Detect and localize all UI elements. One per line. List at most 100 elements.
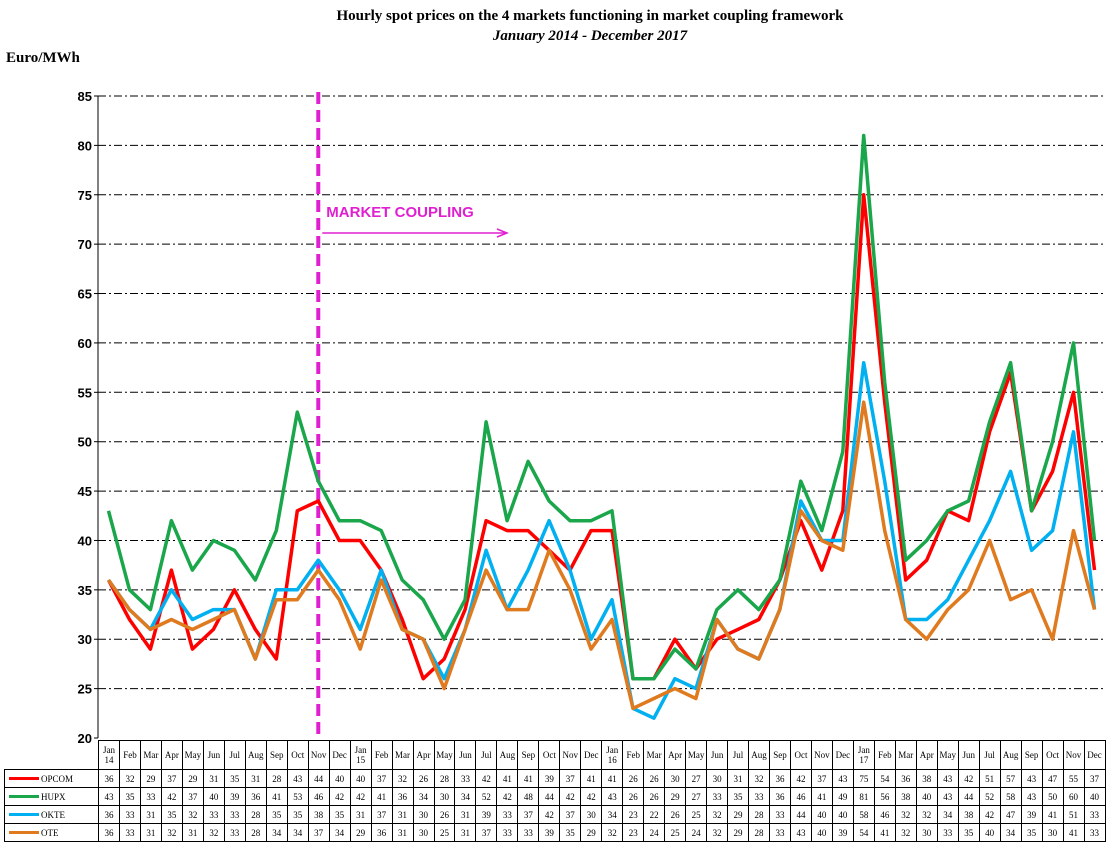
table-value: 43 xyxy=(1020,787,1043,806)
chart-title: Hourly spot prices on the 4 markets func… xyxy=(336,8,844,24)
category-label: Aug xyxy=(244,740,267,770)
y-tick-label: 50 xyxy=(78,435,92,450)
table-value: 41 xyxy=(873,823,896,842)
table-value: 31 xyxy=(391,823,414,842)
category-label: Feb xyxy=(873,740,896,770)
table-value: 33 xyxy=(769,823,791,842)
category-label: Jul xyxy=(727,740,750,770)
table-value: 56 xyxy=(873,787,896,806)
table-value: 43 xyxy=(789,823,812,842)
table-value: 41 xyxy=(496,769,519,788)
table-value: 27 xyxy=(685,787,708,806)
table-value: 42 xyxy=(957,769,980,788)
table-value: 33 xyxy=(706,787,729,806)
category-label: Aug xyxy=(748,740,770,770)
table-value: 26 xyxy=(664,805,687,824)
table-value: 37 xyxy=(810,769,833,788)
table-value: 38 xyxy=(957,805,980,824)
table-value: 33 xyxy=(936,823,959,842)
table-value: 39 xyxy=(831,823,854,842)
table-value: 34 xyxy=(999,823,1022,842)
category-label: May xyxy=(936,740,959,770)
table-value: 33 xyxy=(118,805,141,824)
table-value: 44 xyxy=(789,805,812,824)
table-value: 40 xyxy=(831,805,854,824)
legend-label: OTE xyxy=(41,827,59,838)
table-value: 30 xyxy=(412,823,435,842)
legend-entry: OPCOM xyxy=(6,774,98,784)
table-value: 43 xyxy=(936,787,959,806)
table-value: 22 xyxy=(643,805,666,824)
series-line xyxy=(106,133,1097,681)
table-value: 33 xyxy=(118,823,141,842)
table-value: 41 xyxy=(517,769,540,788)
table-value: 54 xyxy=(873,769,896,788)
table-value: 31 xyxy=(727,769,750,788)
category-label: May xyxy=(685,740,708,770)
table-value: 40 xyxy=(1083,787,1106,806)
category-label: Sep xyxy=(265,740,288,770)
table-value: 27 xyxy=(685,769,708,788)
table-value: 36 xyxy=(244,787,267,806)
table-value: 28 xyxy=(244,805,267,824)
table-value: 37 xyxy=(1083,769,1106,788)
legend-cell: OKTE xyxy=(4,805,99,824)
legend-swatch xyxy=(9,777,39,780)
table-value: 33 xyxy=(748,787,770,806)
category-label: Jul xyxy=(978,740,1001,770)
table-value: 23 xyxy=(622,805,645,824)
table-value: 42 xyxy=(349,787,372,806)
y-tick-label: 35 xyxy=(78,583,92,598)
table-value: 37 xyxy=(559,805,582,824)
category-label: May xyxy=(433,740,456,770)
table-value: 39 xyxy=(1020,805,1043,824)
table-value: 46 xyxy=(307,787,330,806)
table-value: 36 xyxy=(98,823,120,842)
table-value: 49 xyxy=(831,787,854,806)
table-value: 42 xyxy=(328,787,351,806)
category-label: Nov xyxy=(307,740,330,770)
table-value: 32 xyxy=(202,823,225,842)
table-value: 58 xyxy=(852,805,875,824)
table-value: 32 xyxy=(118,769,141,788)
table-value: 26 xyxy=(643,769,666,788)
table-value: 33 xyxy=(496,823,519,842)
table-value: 26 xyxy=(433,805,456,824)
category-label: Aug xyxy=(999,740,1022,770)
table-value: 33 xyxy=(517,823,540,842)
table-value: 33 xyxy=(202,805,225,824)
table-value: 40 xyxy=(349,769,372,788)
table-value: 40 xyxy=(810,823,833,842)
table-value: 26 xyxy=(643,787,666,806)
category-label: Nov xyxy=(1062,740,1085,770)
table-value: 38 xyxy=(307,805,330,824)
table-value: 28 xyxy=(433,769,456,788)
table-value: 32 xyxy=(915,805,938,824)
table-value: 35 xyxy=(328,805,351,824)
table-value: 23 xyxy=(622,823,645,842)
table-value: 37 xyxy=(307,823,330,842)
table-value: 37 xyxy=(181,787,204,806)
category-label: Mar xyxy=(643,740,666,770)
table-value: 34 xyxy=(286,823,309,842)
table-value: 42 xyxy=(538,805,561,824)
table-value: 42 xyxy=(580,787,603,806)
annotation-arrowhead xyxy=(496,228,510,238)
table-value: 30 xyxy=(1041,823,1064,842)
table-value: 44 xyxy=(307,769,330,788)
table-value: 30 xyxy=(580,805,603,824)
table-value: 51 xyxy=(1062,805,1085,824)
category-label: Aug xyxy=(496,740,519,770)
table-value: 41 xyxy=(601,769,624,788)
table-value: 29 xyxy=(181,769,204,788)
table-value: 35 xyxy=(118,787,141,806)
table-value: 34 xyxy=(412,787,435,806)
table-value: 28 xyxy=(748,823,770,842)
table-value: 38 xyxy=(894,787,917,806)
y-tick-label: 55 xyxy=(78,385,92,400)
legend-swatch xyxy=(9,795,39,798)
category-label: Jun xyxy=(706,740,729,770)
table-value: 28 xyxy=(244,823,267,842)
table-value: 44 xyxy=(957,787,980,806)
table-value: 41 xyxy=(370,787,393,806)
